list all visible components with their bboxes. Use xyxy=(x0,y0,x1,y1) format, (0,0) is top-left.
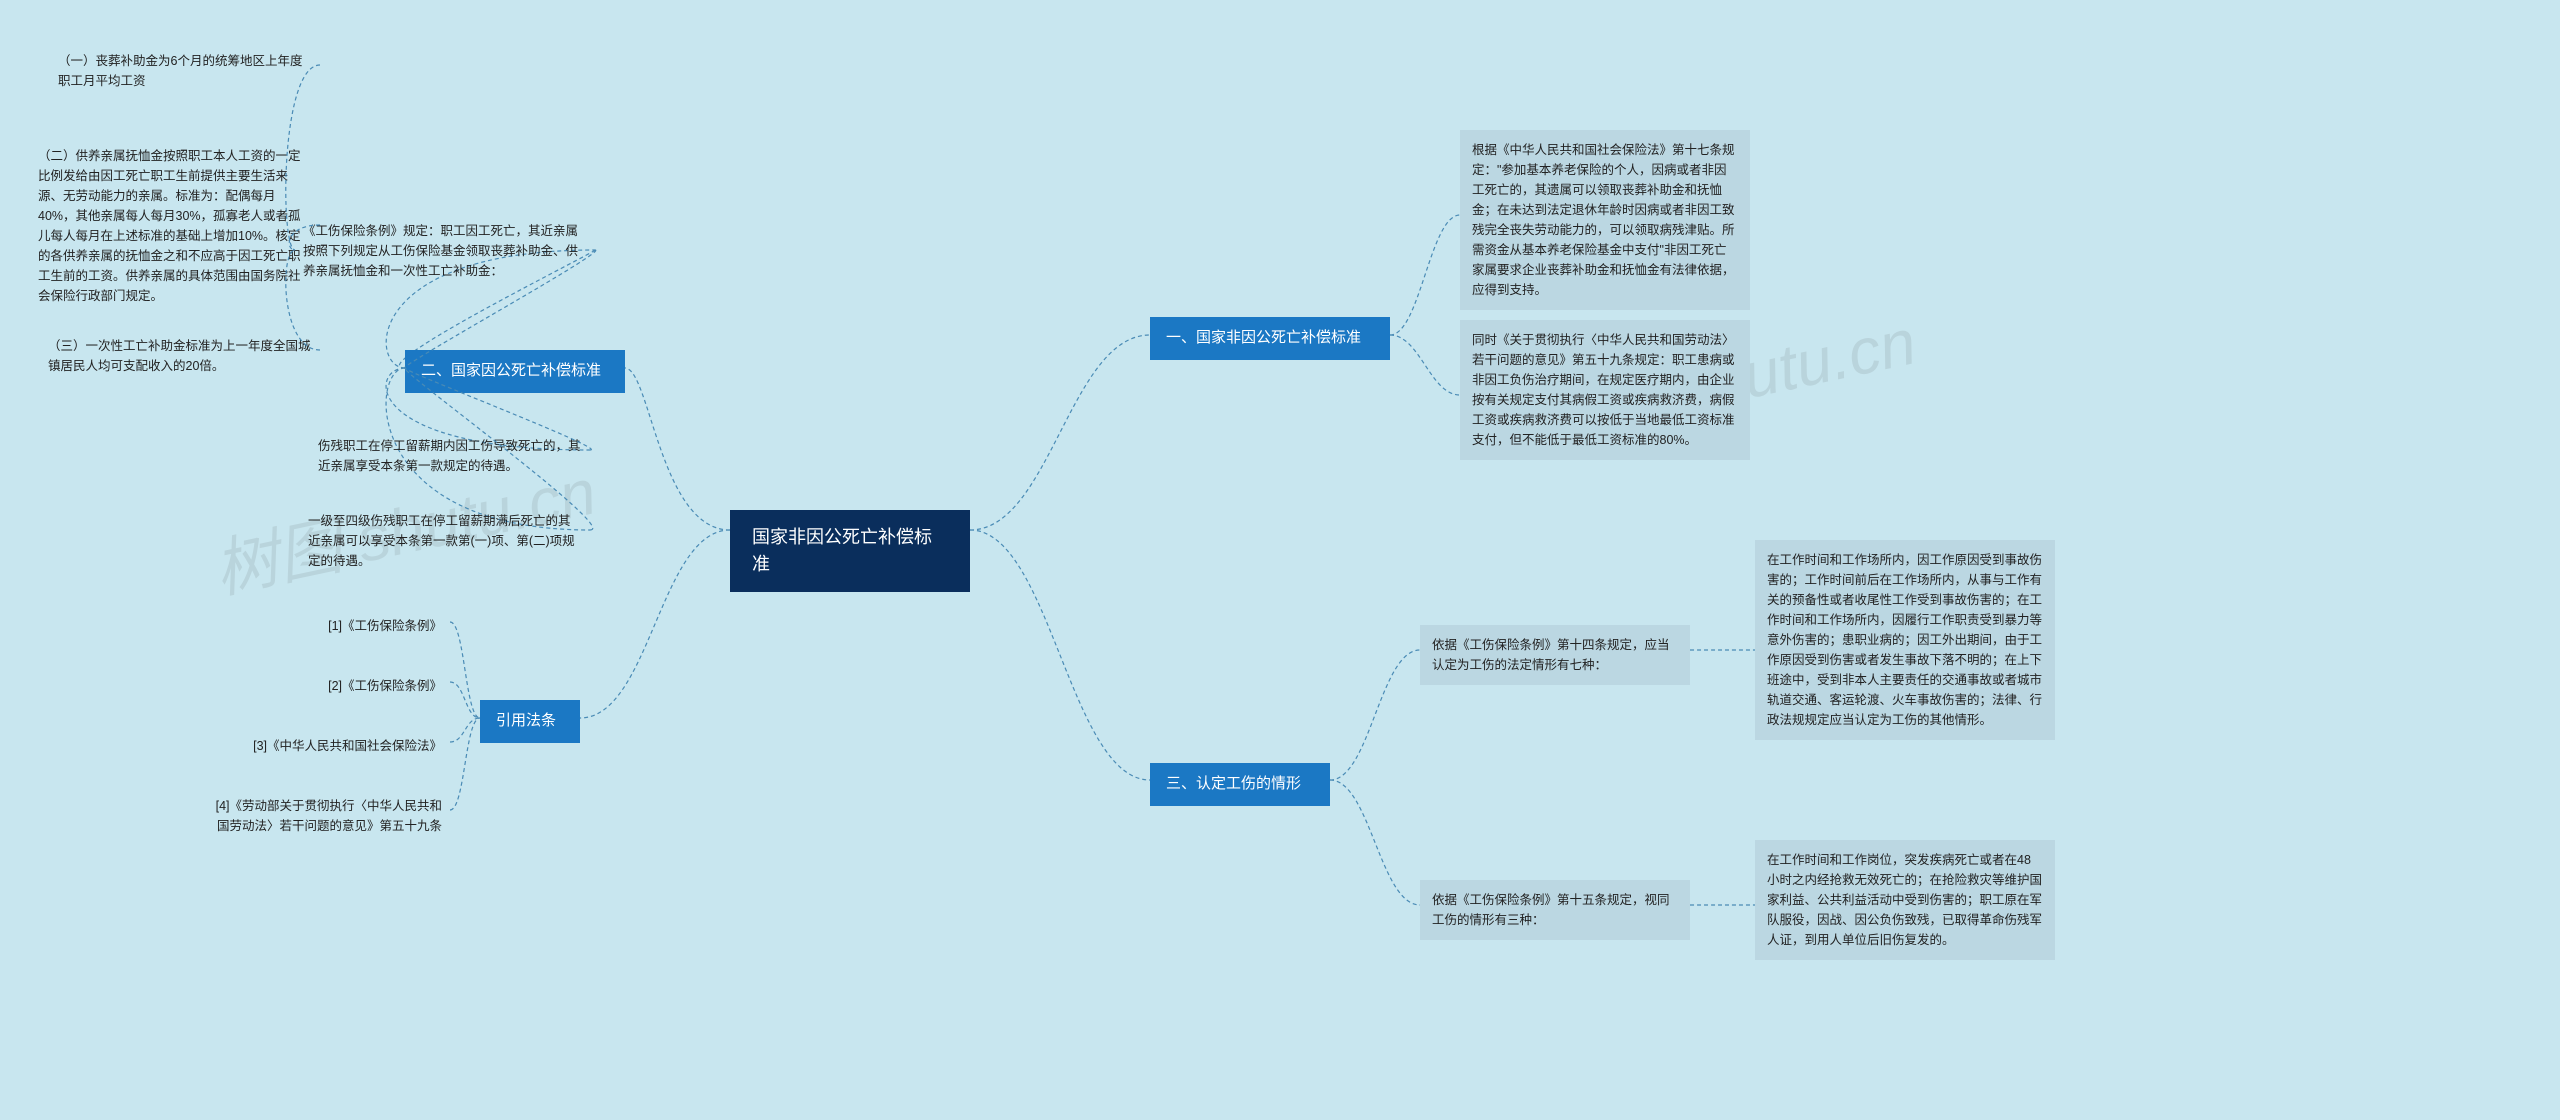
branch-2-child-1-g2: （二）供养亲属抚恤金按照职工本人工资的一定比例发给由因工死亡职工生前提供主要生活… xyxy=(30,140,320,312)
branch-4-child-2: [2]《工伤保险条例》 xyxy=(290,670,450,702)
branch-1-child-1: 根据《中华人民共和国社会保险法》第十七条规定："参加基本养老保险的个人，因病或者… xyxy=(1460,130,1750,310)
branch-3-child-2-detail: 在工作时间和工作岗位，突发疾病死亡或者在48小时之内经抢救无效死亡的；在抢险救灾… xyxy=(1755,840,2055,960)
branch-4: 引用法条 xyxy=(480,700,580,743)
branch-1-child-2: 同时《关于贯彻执行〈中华人民共和国劳动法〉若干问题的意见》第五十九条规定：职工患… xyxy=(1460,320,1750,460)
branch-2-child-3: 一级至四级伤残职工在停工留薪期满后死亡的其近亲属可以享受本条第一款第(一)项、第… xyxy=(300,505,590,577)
branch-4-child-3: [3]《中华人民共和国社会保险法》 xyxy=(225,730,450,762)
branch-2-child-1-g1: （一）丧葬补助金为6个月的统筹地区上年度职工月平均工资 xyxy=(50,45,320,97)
branch-3: 三、认定工伤的情形 xyxy=(1150,763,1330,806)
branch-3-child-1: 依据《工伤保险条例》第十四条规定，应当认定为工伤的法定情形有七种： xyxy=(1420,625,1690,685)
branch-3-child-1-detail: 在工作时间和工作场所内，因工作原因受到事故伤害的；工作时间前后在工作场所内，从事… xyxy=(1755,540,2055,740)
branch-1: 一、国家非因公死亡补偿标准 xyxy=(1150,317,1390,360)
branch-3-child-2: 依据《工伤保险条例》第十五条规定，视同工伤的情形有三种： xyxy=(1420,880,1690,940)
root-node: 国家非因公死亡补偿标准 xyxy=(730,510,970,592)
branch-4-child-1: [1]《工伤保险条例》 xyxy=(290,610,450,642)
branch-2-child-1: 《工伤保险条例》规定：职工因工死亡，其近亲属按照下列规定从工伤保险基金领取丧葬补… xyxy=(295,215,595,287)
branch-4-child-4: [4]《劳动部关于贯彻执行〈中华人民共和国劳动法〉若干问题的意见》第五十九条 xyxy=(200,790,450,842)
branch-2: 二、国家因公死亡补偿标准 xyxy=(405,350,625,393)
branch-2-child-1-g3: （三）一次性工亡补助金标准为上一年度全国城镇居民人均可支配收入的20倍。 xyxy=(40,330,320,382)
branch-2-child-2: 伤残职工在停工留薪期内因工伤导致死亡的，其近亲属享受本条第一款规定的待遇。 xyxy=(310,430,590,482)
